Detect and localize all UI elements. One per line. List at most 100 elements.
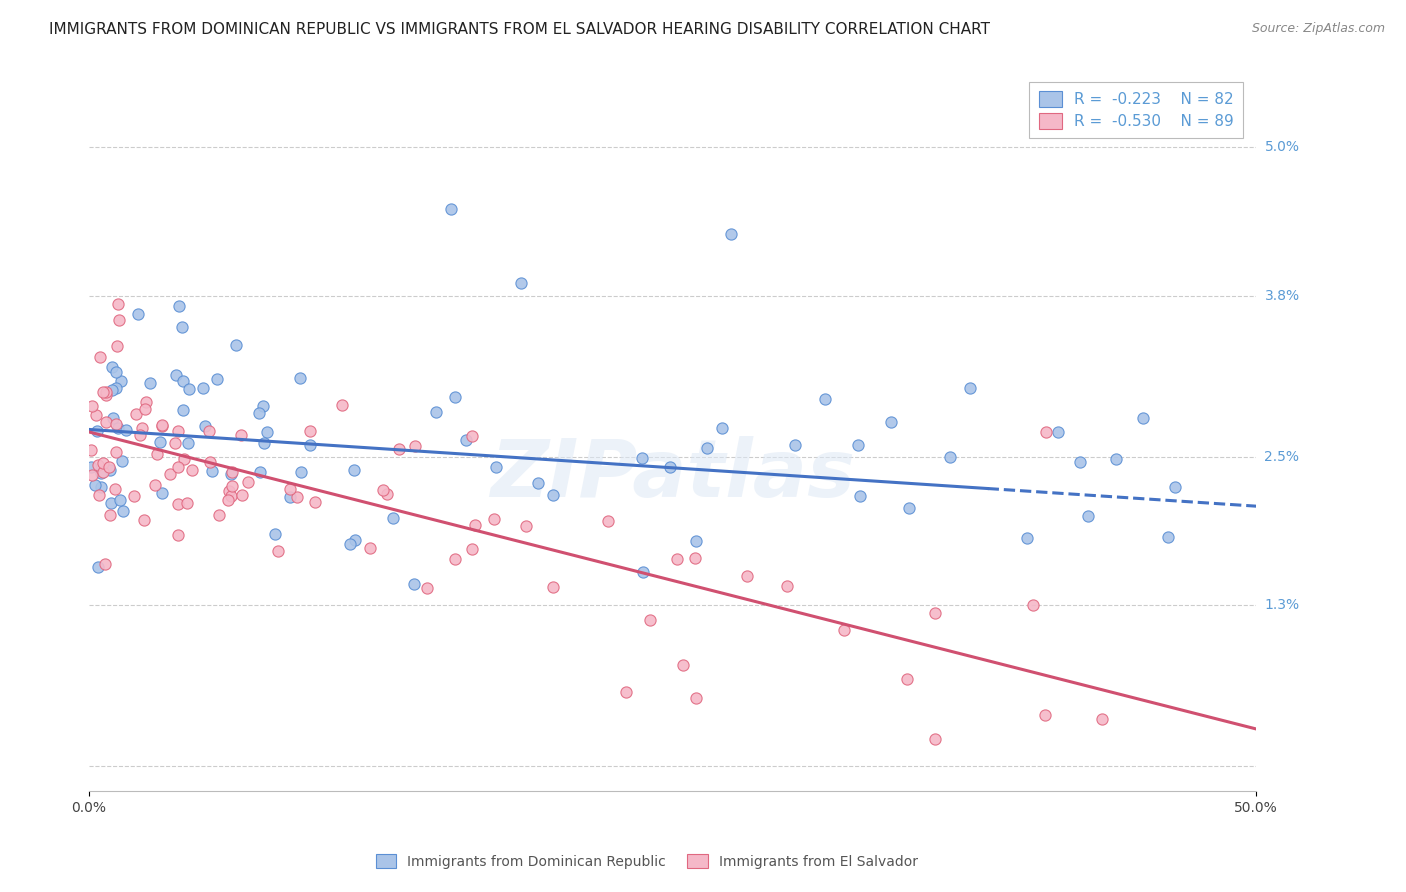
Point bbox=[166, 460, 188, 475]
Point bbox=[460, 429, 482, 443]
Point bbox=[104, 381, 127, 395]
Point bbox=[122, 489, 145, 503]
Point bbox=[93, 384, 115, 399]
Point bbox=[402, 577, 425, 591]
Point bbox=[1077, 509, 1099, 524]
Point bbox=[107, 421, 129, 435]
Point bbox=[339, 537, 361, 551]
Point bbox=[179, 382, 201, 396]
Point bbox=[464, 518, 486, 533]
Point bbox=[83, 477, 105, 491]
Point bbox=[231, 428, 253, 442]
Point bbox=[111, 504, 134, 518]
Point bbox=[290, 465, 312, 479]
Point bbox=[134, 513, 156, 527]
Point bbox=[150, 418, 173, 433]
Point bbox=[541, 580, 564, 594]
Point bbox=[720, 227, 742, 241]
Point bbox=[80, 400, 103, 414]
Point bbox=[167, 299, 190, 313]
Point bbox=[198, 455, 221, 469]
Point bbox=[98, 460, 121, 475]
Point bbox=[98, 508, 121, 522]
Point bbox=[89, 487, 111, 501]
Point bbox=[509, 277, 531, 291]
Point bbox=[342, 463, 364, 477]
Point bbox=[150, 418, 173, 433]
Point bbox=[221, 465, 243, 479]
Point bbox=[666, 552, 689, 566]
Point bbox=[98, 462, 121, 476]
Point bbox=[82, 468, 104, 483]
Point bbox=[93, 465, 115, 479]
Text: 3.8%: 3.8% bbox=[1264, 289, 1299, 302]
Point bbox=[939, 450, 962, 464]
Point bbox=[173, 452, 195, 467]
Point bbox=[256, 425, 278, 439]
Point bbox=[614, 685, 637, 699]
Point bbox=[1033, 708, 1056, 723]
Point bbox=[482, 512, 505, 526]
Point bbox=[454, 434, 477, 448]
Point bbox=[298, 424, 321, 438]
Point bbox=[94, 387, 117, 401]
Point bbox=[1035, 425, 1057, 439]
Point bbox=[167, 424, 190, 438]
Point bbox=[128, 428, 150, 442]
Point bbox=[440, 202, 463, 216]
Point bbox=[785, 438, 807, 452]
Point bbox=[735, 569, 758, 583]
Point bbox=[846, 438, 869, 452]
Point bbox=[101, 410, 124, 425]
Point bbox=[108, 493, 131, 508]
Point bbox=[105, 339, 128, 353]
Point bbox=[139, 376, 162, 390]
Point bbox=[181, 463, 204, 477]
Point bbox=[205, 372, 228, 386]
Point bbox=[221, 489, 243, 503]
Point bbox=[631, 565, 654, 579]
Point bbox=[218, 483, 240, 498]
Point bbox=[150, 486, 173, 500]
Point bbox=[896, 672, 918, 686]
Point bbox=[149, 434, 172, 449]
Point bbox=[104, 482, 127, 496]
Point bbox=[683, 551, 706, 566]
Point bbox=[107, 297, 129, 311]
Point bbox=[104, 444, 127, 458]
Point bbox=[94, 385, 117, 400]
Point bbox=[100, 496, 122, 510]
Point bbox=[425, 405, 447, 419]
Point bbox=[849, 490, 872, 504]
Point bbox=[165, 368, 187, 382]
Point bbox=[304, 494, 326, 508]
Point bbox=[444, 552, 467, 566]
Point bbox=[143, 478, 166, 492]
Point bbox=[267, 544, 290, 558]
Point bbox=[685, 691, 707, 706]
Point bbox=[1090, 712, 1112, 726]
Point bbox=[96, 415, 118, 429]
Text: Source: ZipAtlas.com: Source: ZipAtlas.com bbox=[1251, 22, 1385, 36]
Point bbox=[278, 482, 301, 496]
Point bbox=[90, 480, 112, 494]
Point bbox=[776, 579, 799, 593]
Legend: Immigrants from Dominican Republic, Immigrants from El Salvador: Immigrants from Dominican Republic, Immi… bbox=[370, 848, 924, 874]
Point bbox=[200, 464, 222, 478]
Point bbox=[249, 465, 271, 479]
Point bbox=[163, 436, 186, 450]
Point bbox=[111, 454, 134, 468]
Point bbox=[1022, 599, 1045, 613]
Point bbox=[1157, 530, 1180, 544]
Point bbox=[373, 483, 395, 498]
Point bbox=[630, 451, 652, 466]
Point bbox=[443, 391, 465, 405]
Point bbox=[832, 624, 855, 638]
Point bbox=[298, 438, 321, 452]
Text: ZIPatlas: ZIPatlas bbox=[489, 436, 855, 514]
Point bbox=[217, 493, 239, 508]
Point bbox=[146, 447, 169, 461]
Text: 5.0%: 5.0% bbox=[1264, 140, 1299, 154]
Point bbox=[710, 421, 733, 435]
Point bbox=[879, 415, 901, 429]
